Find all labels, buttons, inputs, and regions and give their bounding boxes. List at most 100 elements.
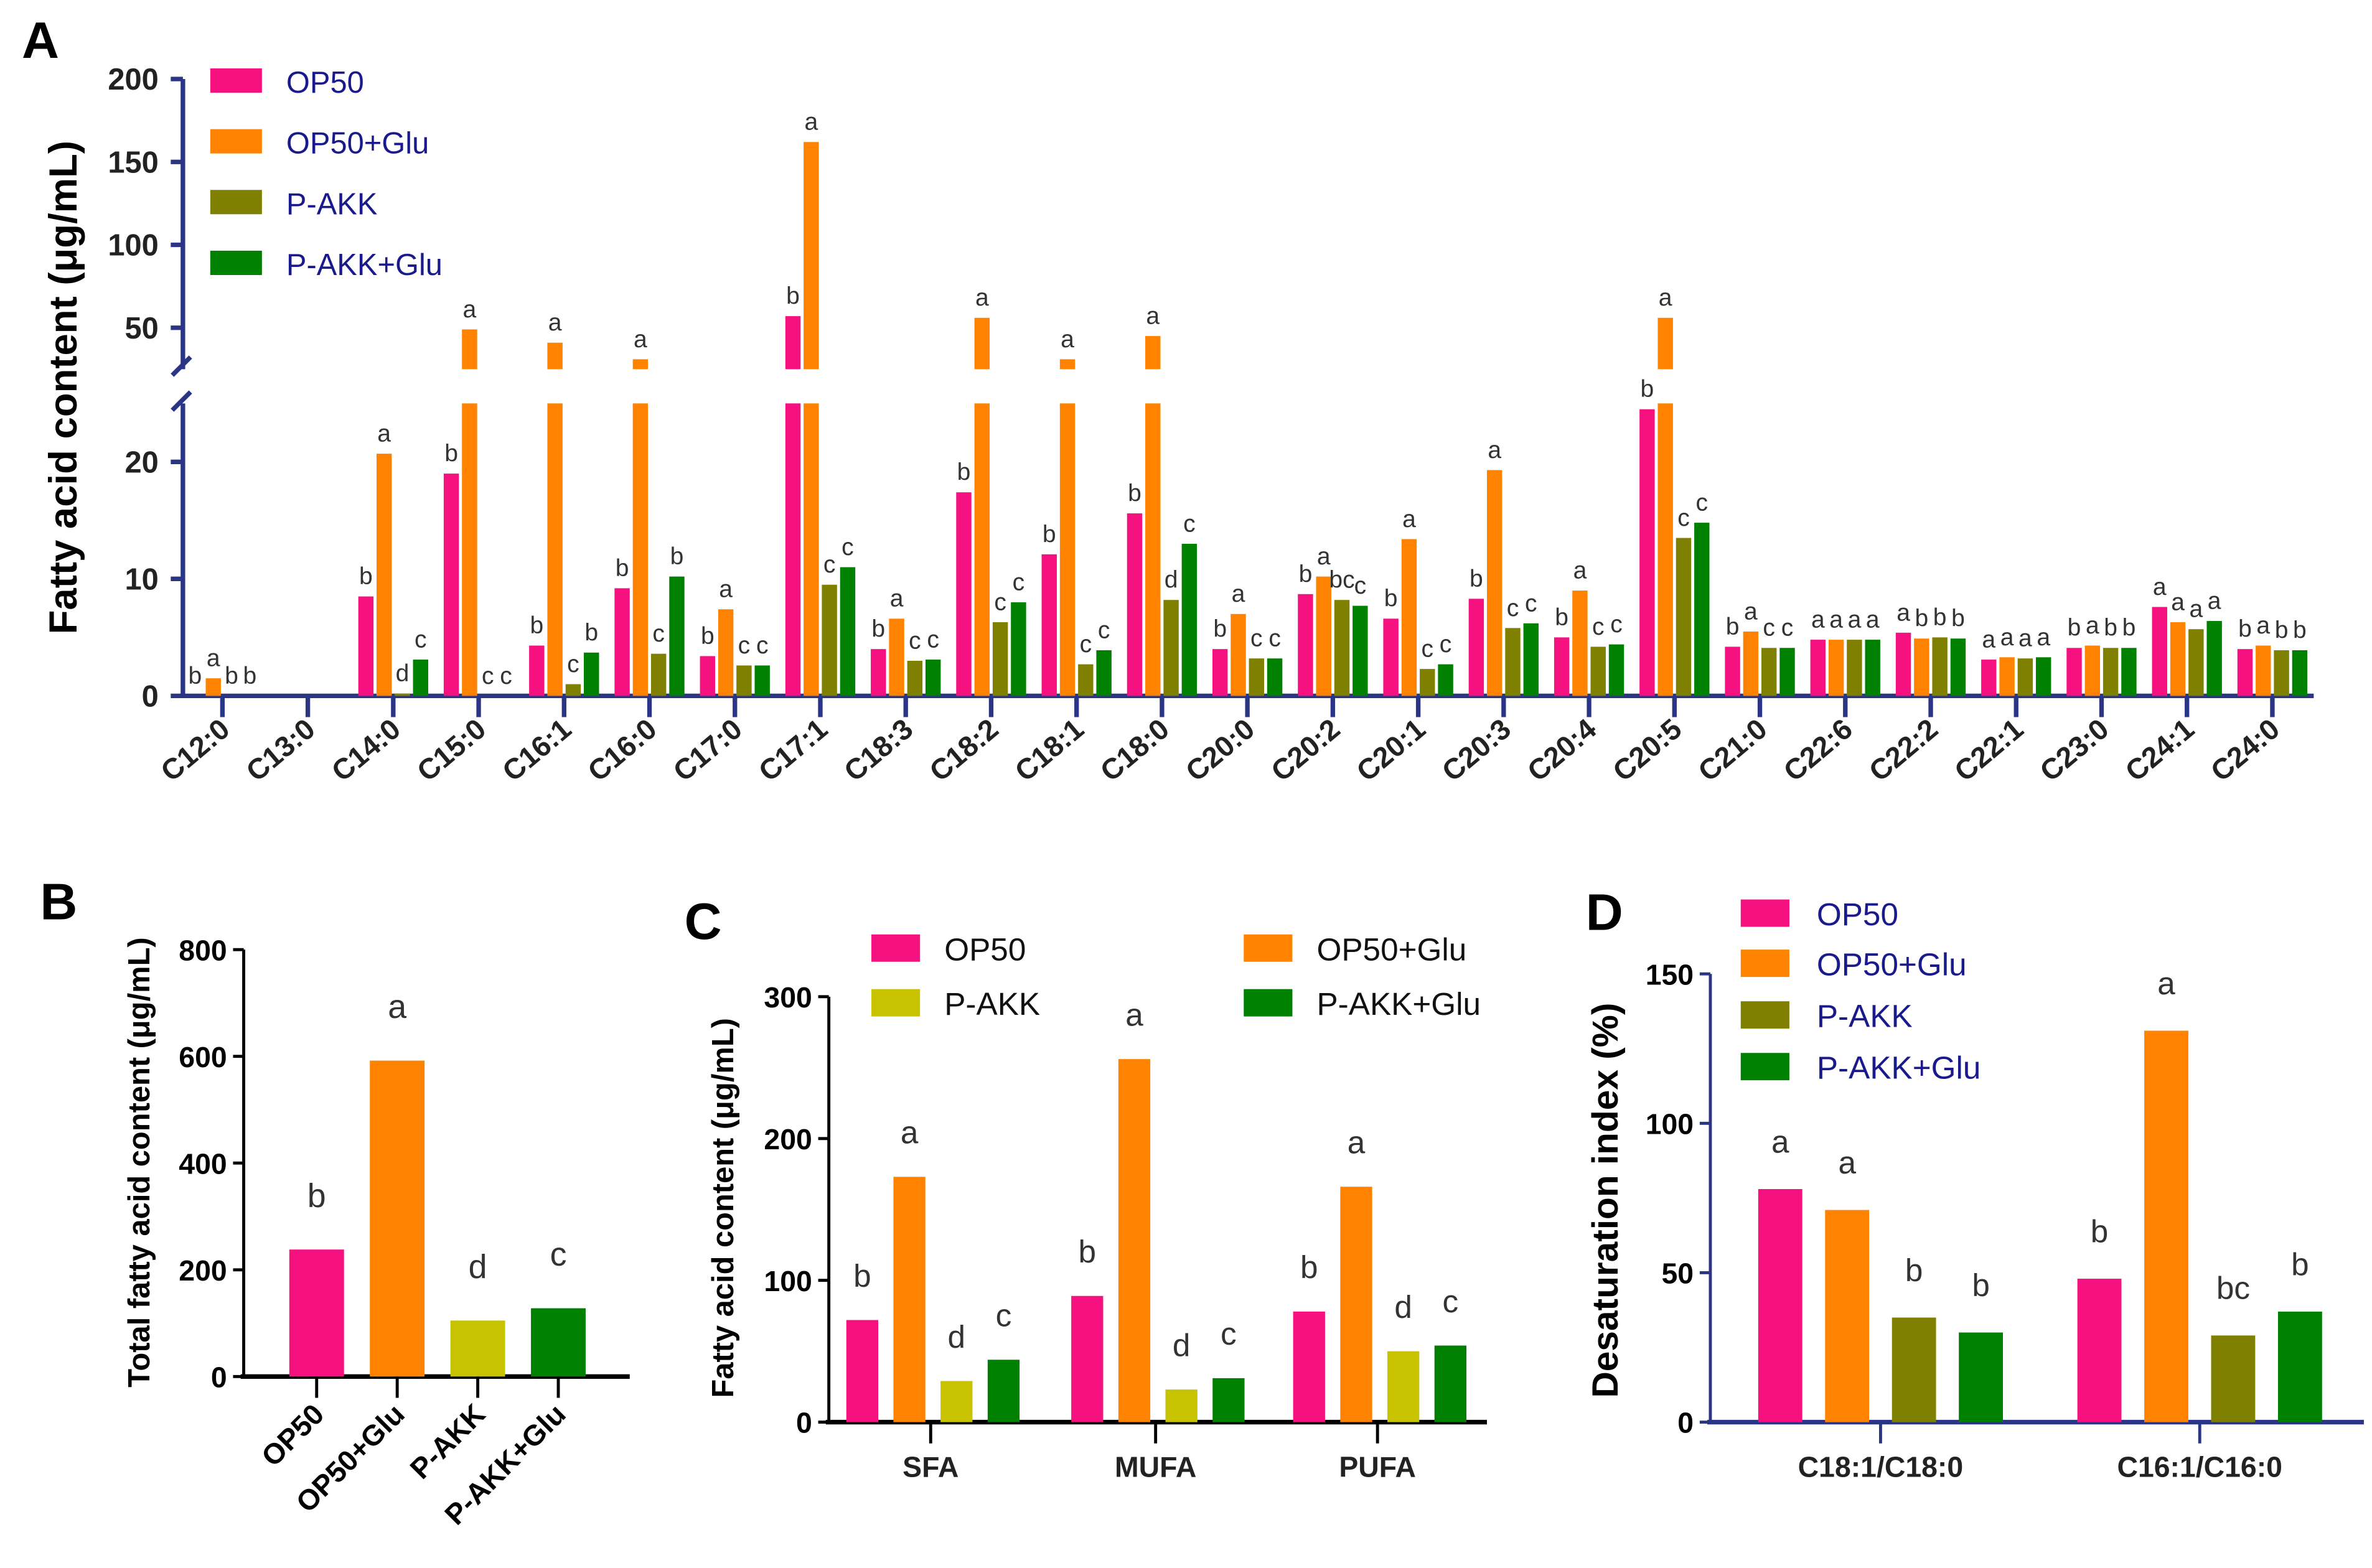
bar-op50-c16-1-c16-0	[2077, 1279, 2122, 1422]
bar-op50-c20-2	[1298, 594, 1313, 696]
significance-letter: b	[1128, 480, 1141, 507]
legend-swatch-op50	[1740, 899, 1789, 927]
panel-letter-d: D	[1586, 883, 1623, 941]
bar-p-akk-glu-c18-0	[1181, 543, 1198, 696]
bar-op50-sfa	[846, 1320, 879, 1422]
bar-op50-glu-c16-0-upper	[632, 359, 649, 370]
x-tick-label-c20-4: C20:4	[1521, 712, 1602, 788]
significance-letter: b	[701, 623, 715, 650]
x-tick-label-c18-1: C18:1	[1009, 712, 1090, 788]
significance-letter: a	[1982, 627, 1995, 653]
significance-letter: c	[500, 663, 512, 689]
y-axis-label: Fatty acid content (μg/mL)	[42, 141, 85, 634]
significance-letter: a	[1402, 506, 1416, 533]
bar-op50-c23-0	[2066, 648, 2082, 696]
bar-op50-c17-1-upper	[785, 316, 801, 370]
panel-letter-a: A	[22, 11, 59, 69]
significance-letter: c	[1696, 490, 1709, 516]
bar-p-akk-c18-2	[992, 622, 1008, 696]
bar-op50-glu-sfa	[893, 1177, 926, 1422]
significance-letter: c	[1354, 572, 1367, 599]
panel-d-chart: Desaturation index (%) 0 50 100 150 C18:1/C18…	[1585, 897, 2364, 1483]
significance-letter: c	[1507, 595, 1519, 622]
bar-op50-glu-c16-1-lower	[547, 403, 563, 696]
bar-op50-glu-c22-2	[1914, 638, 1929, 696]
bar-op50-glu-c14-0	[376, 454, 392, 696]
bar-p-akk-c24-0	[2274, 650, 2289, 696]
bar-op50-c20-5	[1639, 409, 1655, 696]
significance-letter: a	[1125, 997, 1143, 1032]
legend-swatch-p-akk	[1740, 1001, 1789, 1029]
bar-p-akk-glu-c24-0	[2292, 650, 2308, 696]
significance-letter: c	[927, 627, 939, 653]
x-tick-label-c24-1: C24:1	[2119, 712, 2200, 788]
significance-letter: a	[548, 309, 562, 336]
bar-p-akk-c16-1-c16-0	[2211, 1335, 2256, 1422]
significance-letter: a	[634, 326, 647, 353]
significance-letter: c	[1525, 590, 1537, 617]
significance-letter: c	[1080, 631, 1092, 658]
legend-swatch-p-akk-glu	[210, 250, 262, 275]
bar-op50-pufa	[1293, 1311, 1325, 1422]
significance-letter: bc	[2216, 1271, 2250, 1306]
significance-letter: c	[1422, 636, 1434, 663]
x-tick-label-pufa: PUFA	[1339, 1450, 1416, 1483]
x-tick-label-c22-1: C22:1	[1948, 712, 2029, 788]
significance-letter: b	[2091, 1213, 2109, 1249]
bar-op50-c20-4	[1554, 637, 1570, 696]
bar-op50-glu-c20-5-upper	[1657, 317, 1673, 370]
significance-letter: a	[1866, 607, 1880, 633]
bar-p-akk-glu-c20-4	[1608, 644, 1624, 696]
significance-letter: b	[1972, 1267, 1990, 1303]
y-tick-label: 200	[764, 1123, 812, 1155]
bar-p-akk-glu-c23-0	[2121, 648, 2137, 696]
significance-letter: c	[994, 589, 1006, 615]
significance-letter: b	[584, 619, 598, 646]
bar-op50-glu-c18-2-upper	[974, 317, 990, 370]
significance-letter: b	[1555, 604, 1568, 631]
significance-letter: c	[756, 632, 769, 659]
y-tick-label: 300	[764, 981, 812, 1014]
legend-label-op50: OP50	[944, 931, 1026, 967]
bar-op50-glu-c18-0-upper	[1145, 336, 1161, 370]
y-tick-label: 150	[1646, 958, 1694, 991]
significance-letter: a	[2171, 589, 2185, 615]
significance-letter: c	[1268, 625, 1281, 652]
bar-p-akk-c14-0	[395, 693, 410, 696]
y-tick-label: 400	[179, 1147, 227, 1180]
significance-letter: a	[1811, 607, 1825, 633]
bar-p-akk-c20-2	[1334, 600, 1350, 696]
bar-p-akk-c22-1	[2017, 658, 2033, 696]
x-tick-label-c18-2: C18:2	[923, 712, 1004, 788]
significance-letter: c	[823, 551, 836, 578]
legend-label-op50-glu: OP50+Glu	[1317, 931, 1467, 967]
significance-letter: a	[2190, 596, 2203, 623]
significance-letter: a	[975, 284, 989, 311]
x-tick-label-c23-0: C23:0	[2033, 712, 2114, 788]
bar-p-akk-c17-1	[822, 584, 837, 696]
x-tick-label-c16-1: C16:1	[496, 712, 577, 788]
significance-letter: b	[853, 1258, 871, 1294]
y-tick-label: 50	[1661, 1258, 1694, 1290]
significance-letter: a	[2018, 625, 2032, 652]
bar-op50-glu-c22-1	[1999, 657, 2015, 696]
bar-op50	[289, 1249, 344, 1377]
bar-op50-glu-c16-1-c16-0	[2144, 1030, 2188, 1422]
bar-op50-c18-2	[956, 492, 972, 696]
y-tick-label: 0	[796, 1407, 812, 1439]
legend-swatch-p-akk-glu	[1244, 989, 1293, 1017]
significance-letter: c	[1763, 615, 1775, 642]
x-tick-label-c15-0: C15:0	[411, 712, 492, 788]
bar-p-akk-glu-c16-1-c16-0	[2277, 1311, 2322, 1422]
significance-letter: a	[901, 1115, 919, 1150]
significance-letter: b	[1933, 604, 1947, 631]
bar-op50-glu-c17-1-upper	[804, 142, 819, 370]
bar-p-akk-glu-c22-2	[1950, 638, 1966, 696]
legend-label-p-akk: P-AKK	[286, 187, 378, 221]
significance-letter: a	[1348, 1125, 1366, 1160]
x-tick-label-c22-6: C22:6	[1778, 712, 1859, 788]
legend-label-p-akk: P-AKK	[1817, 999, 1913, 1034]
significance-letter: c	[1183, 510, 1196, 537]
significance-letter: b	[2122, 615, 2136, 642]
bar-op50-glu-c12-0	[205, 678, 221, 696]
